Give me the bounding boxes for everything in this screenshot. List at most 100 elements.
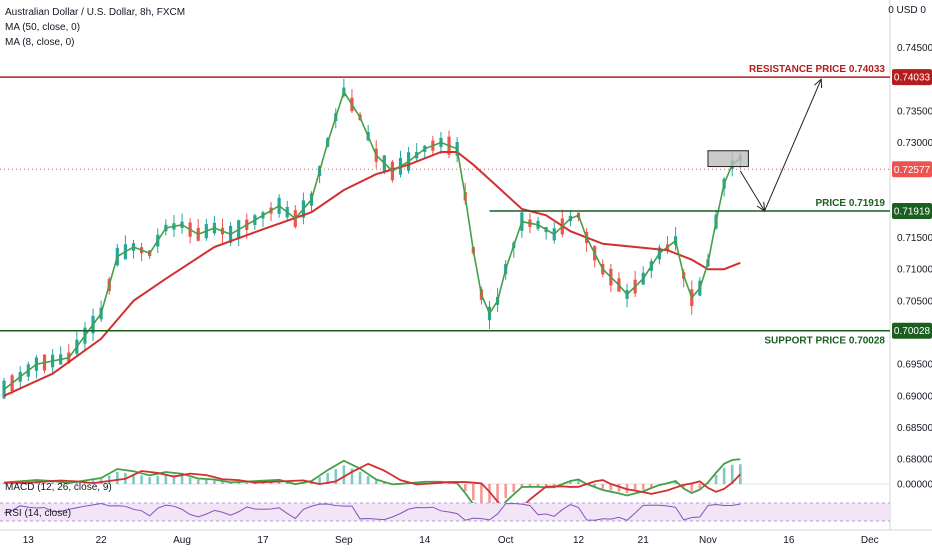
macd-histogram-bar — [682, 484, 685, 488]
projection-arrow-up — [814, 78, 823, 89]
ma50-line — [3, 151, 741, 397]
current-price-text: 0.72577 — [894, 165, 931, 176]
macd-histogram-bar — [739, 464, 742, 484]
macd-histogram-bar — [164, 474, 168, 484]
current-price-tag — [892, 161, 932, 178]
macd-histogram-bar — [285, 482, 289, 484]
macd-histogram-bar — [334, 469, 338, 484]
x-tick-label: 22 — [96, 535, 108, 546]
macd-histogram-bar — [237, 482, 240, 484]
macd-histogram-bar — [528, 484, 532, 487]
macd-histogram-bar — [488, 484, 491, 510]
macd-histogram-bar — [520, 484, 524, 487]
x-tick-label: Nov — [699, 535, 717, 546]
y-tick-label: 0.71500 — [897, 233, 932, 244]
x-tick-label: 13 — [23, 535, 35, 546]
macd-histogram-bar — [641, 484, 645, 490]
macd-histogram-bar — [51, 481, 54, 484]
level-tag-text-support: 0.70028 — [894, 326, 931, 337]
macd-histogram-bar — [326, 472, 329, 484]
macd-histogram-bar — [504, 484, 507, 499]
macd-histogram-bar — [714, 475, 718, 484]
rsi-band — [0, 503, 890, 521]
macd-histogram-bar — [698, 484, 702, 489]
macd-histogram-bar — [722, 467, 726, 484]
macd-histogram-bar — [463, 484, 467, 492]
y-tick-label: 0.74500 — [897, 43, 932, 54]
level-label-resistance: RESISTANCE PRICE 0.74033 — [749, 64, 885, 75]
level-tag-text-resistance: 0.74033 — [894, 73, 931, 84]
macd-histogram-bar — [674, 481, 677, 484]
macd-label: MACD (12, 26, close, 9) — [5, 482, 112, 493]
macd-histogram-bar — [650, 484, 653, 488]
macd-histogram-bar — [358, 471, 362, 484]
y-tick-label: 0.68500 — [897, 423, 932, 434]
macd-histogram-bar — [633, 484, 637, 492]
level-tag-text-price: 0.71919 — [894, 206, 931, 217]
macd-histogram-bar — [318, 477, 321, 484]
macd-histogram-bar — [472, 484, 475, 501]
symbol-title: Australian Dollar / U.S. Dollar, 8h, FXC… — [5, 7, 186, 18]
x-tick-label: 12 — [573, 535, 585, 546]
x-tick-label: 17 — [257, 535, 269, 546]
level-tag-price — [892, 202, 932, 219]
projection-path — [739, 78, 822, 212]
macd-histogram-bar — [366, 476, 370, 484]
macd-histogram-bar — [374, 480, 378, 484]
macd-histogram-bar — [552, 484, 556, 487]
level-label-price: PRICE 0.71919 — [816, 198, 886, 209]
macd-histogram-bar — [536, 484, 540, 487]
macd-histogram-bar — [196, 479, 200, 484]
level-label-support: SUPPORT PRICE 0.70028 — [764, 336, 885, 347]
macd-histogram-bar — [75, 482, 79, 484]
currency-label[interactable]: 0 USD 0 — [888, 5, 926, 16]
macd-histogram-bar — [496, 484, 499, 506]
y-tick-label: 0.70500 — [897, 296, 932, 307]
consolidation-box — [707, 150, 749, 168]
macd-histogram-bar — [350, 468, 354, 484]
macd-histogram-bar — [132, 473, 135, 484]
projection-arrow-down — [756, 201, 766, 212]
macd-line — [3, 458, 741, 517]
macd-histogram-bar — [342, 465, 346, 484]
x-tick-label: Sep — [335, 535, 353, 546]
y-tick-label: 0.73000 — [897, 138, 932, 149]
macd-signal-line — [4, 462, 741, 513]
price-axis-bg — [890, 0, 932, 550]
macd-histogram-bar — [512, 484, 516, 493]
macd-histogram-bar — [205, 480, 208, 484]
rsi-line — [3, 503, 741, 521]
ma50-legend[interactable]: MA (50, close, 0) — [5, 22, 81, 33]
x-tick-label: 16 — [783, 535, 795, 546]
macd-histogram-bar — [601, 484, 605, 489]
macd-histogram-bar — [383, 482, 386, 484]
x-tick-label: Oct — [498, 535, 514, 546]
x-tick-label: 14 — [419, 535, 431, 546]
macd-histogram-bar — [221, 481, 224, 484]
y-tick-label: 0.73500 — [897, 106, 932, 117]
y-tick-label: 0.69500 — [897, 360, 932, 371]
y-tick-label: 0.68000 — [897, 455, 932, 466]
macd-histogram-bar — [245, 482, 249, 484]
macd-histogram-bar — [188, 477, 192, 484]
x-tick-label: Aug — [173, 535, 191, 546]
y-tick-label: 0.71000 — [897, 265, 932, 276]
x-tick-label: Dec — [861, 535, 879, 546]
macd-histogram-bar — [593, 484, 596, 487]
level-tag-support — [892, 322, 932, 339]
y-tick-label: 0.69000 — [897, 391, 932, 402]
macd-histogram-bar — [544, 484, 548, 487]
macd-histogram-bar — [730, 464, 734, 484]
ma8-legend[interactable]: MA (8, close, 0) — [5, 37, 75, 48]
macd-histogram-bar — [148, 477, 151, 484]
macd-histogram-bar — [59, 482, 62, 484]
level-tag-resistance — [892, 69, 932, 86]
macd-histogram-bar — [617, 484, 621, 492]
macd-histogram-bar — [140, 475, 143, 484]
macd-histogram-bar — [569, 481, 572, 484]
macd-histogram-bar — [229, 482, 232, 484]
macd-histogram-bar — [577, 480, 580, 484]
macd-histogram-bar — [116, 472, 119, 484]
